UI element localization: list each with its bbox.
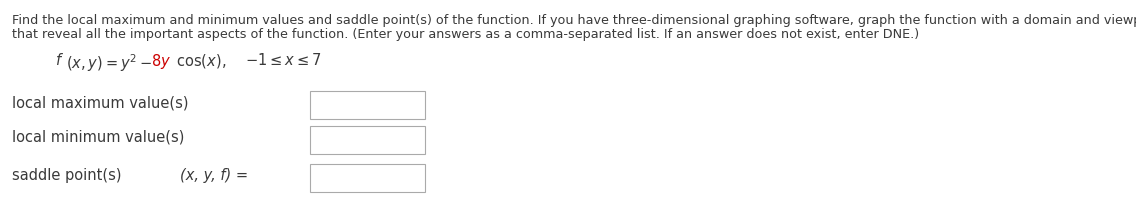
Text: saddle point(s): saddle point(s) [12, 168, 122, 183]
Text: local minimum value(s): local minimum value(s) [12, 130, 184, 145]
Text: $-1 \leq x \leq 7$: $-1 \leq x \leq 7$ [245, 52, 321, 68]
Text: Find the local maximum and minimum values and saddle point(s) of the function. I: Find the local maximum and minimum value… [12, 14, 1136, 27]
Text: $\, \mathrm{cos}(x),$: $\, \mathrm{cos}(x),$ [174, 52, 226, 70]
Text: $f$: $f$ [55, 52, 64, 68]
Bar [310, 91, 425, 119]
Text: $(x, y) = y^2 - $: $(x, y) = y^2 - $ [66, 52, 152, 74]
Text: $8y$: $8y$ [151, 52, 172, 71]
Text: local maximum value(s): local maximum value(s) [12, 95, 189, 110]
Text: (x, y, f) =: (x, y, f) = [179, 168, 248, 183]
Bar [310, 126, 425, 154]
Bar [310, 164, 425, 192]
Text: that reveal all the important aspects of the function. (Enter your answers as a : that reveal all the important aspects of… [12, 28, 919, 41]
